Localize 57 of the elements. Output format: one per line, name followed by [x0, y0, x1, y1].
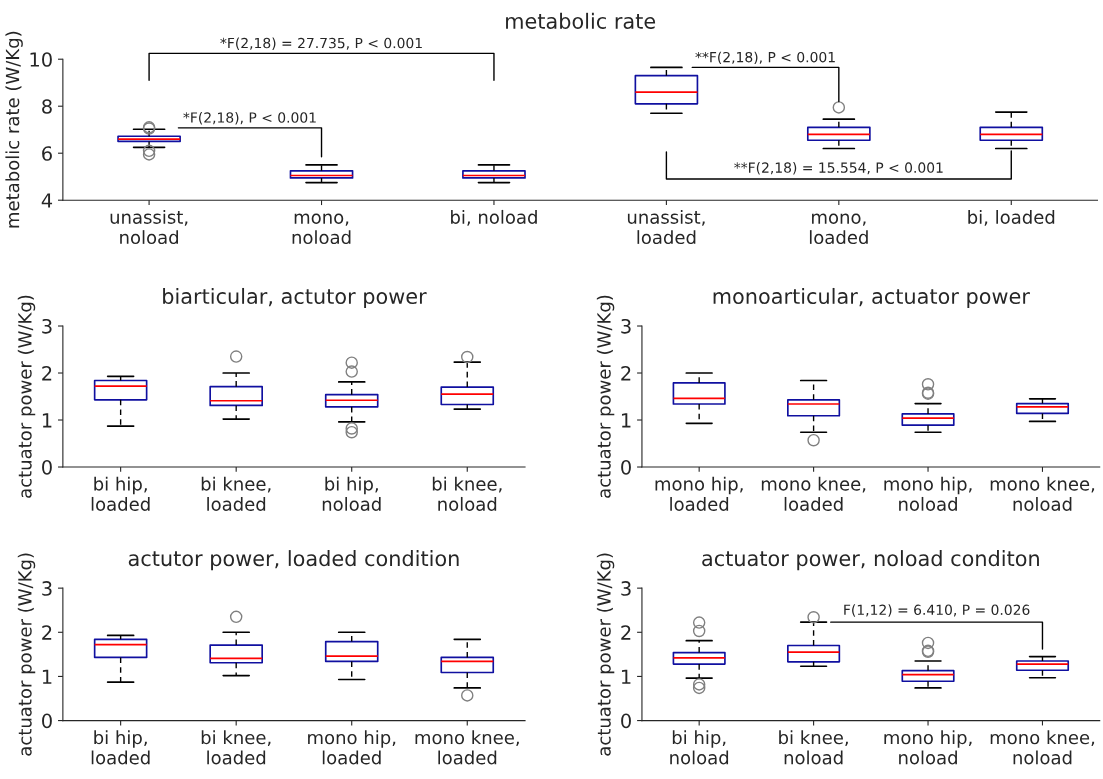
- x-tick-label: mono knee, loaded: [415, 730, 519, 765]
- x-tick-label: bi knee, loaded: [201, 730, 271, 765]
- x-tick-label: bi hip, noload: [322, 476, 381, 511]
- x-tick-label: mono hip, loaded: [655, 476, 743, 511]
- y-tick-label: 1: [621, 669, 631, 684]
- text: *F(2,18) = 27.735, P < 0.001: [220, 37, 422, 50]
- y-tick-label: 8: [42, 99, 52, 114]
- y-axis-title: actuator power (W/Kg): [17, 295, 36, 498]
- x-tick-label: bi hip, loaded: [91, 730, 150, 765]
- y-tick-label: 2: [621, 625, 631, 640]
- x-tick-label: bi knee, noload: [779, 730, 848, 765]
- annotation: **F(2,18) = 15.554, P < 0.001: [734, 162, 943, 175]
- x-tick-label: mono hip, noload: [884, 476, 972, 511]
- x-tick-label: bi, loaded: [968, 209, 1055, 226]
- y-tick-label: 3: [42, 318, 52, 334]
- y-tick-label: 3: [42, 581, 52, 596]
- y-tick-label: 4: [41, 193, 53, 208]
- annotation: F(1,12) = 6.410, P = 0.026: [844, 604, 1030, 617]
- x-tick-label: bi, noload: [451, 209, 537, 226]
- y-tick-label: 0: [621, 713, 631, 729]
- y-tick-label: 2: [42, 365, 52, 381]
- y-axis-title: actuator power (W/Kg): [596, 553, 615, 756]
- y-tick-label: 0: [621, 459, 631, 475]
- y-tick-label: 3: [621, 318, 631, 334]
- x-tick-label: bi knee, noload: [432, 476, 502, 511]
- x-tick-label: bi knee, loaded: [201, 476, 271, 511]
- chart-title: biarticular, actutor power: [163, 287, 427, 309]
- y-tick-label: 3: [621, 581, 631, 596]
- x-tick-label: bi hip, loaded: [91, 476, 150, 511]
- x-tick-label: mono hip, noload: [884, 730, 972, 765]
- y-axis-title: metabolic rate (W/Kg): [5, 31, 23, 228]
- x-tick-label: mono knee, loaded: [761, 476, 866, 511]
- chart-title: metabolic rate: [506, 12, 656, 29]
- y-tick-label: 1: [621, 413, 631, 428]
- chart-title: actuator power, noload conditon: [702, 550, 1039, 571]
- x-tick-label: mono hip, loaded: [308, 730, 396, 765]
- x-tick-label: mono, loaded: [809, 213, 868, 245]
- y-tick-label: 10: [30, 52, 52, 67]
- x-tick-label: bi hip, noload: [670, 730, 729, 765]
- x-tick-label: mono, noload: [292, 213, 351, 245]
- y-tick-label: 2: [42, 625, 52, 640]
- chart-title: monoarticular, actuator power: [713, 287, 1030, 309]
- annotation: *F(2,18), P < 0.001: [183, 112, 316, 125]
- y-tick-label: 1: [42, 669, 52, 684]
- y-axis-title: actuator power (W/Kg): [17, 553, 36, 756]
- x-tick-label: unassist, noload: [110, 209, 188, 245]
- y-tick-label: 1: [42, 413, 52, 428]
- x-tick-label: mono knee, noload: [990, 476, 1095, 511]
- y-axis-title: actuator power (W/Kg): [596, 295, 615, 498]
- y-tick-label: 0: [42, 459, 52, 475]
- x-tick-label: mono knee, noload: [990, 730, 1095, 765]
- x-tick-label: unassist, loaded: [627, 209, 705, 245]
- chart-title: actutor power, loaded condition: [128, 550, 459, 571]
- y-tick-label: 0: [42, 713, 52, 729]
- annotation: **F(2,18), P < 0.001: [695, 51, 835, 65]
- y-tick-label: 2: [621, 365, 631, 381]
- y-tick-label: 6: [42, 146, 52, 161]
